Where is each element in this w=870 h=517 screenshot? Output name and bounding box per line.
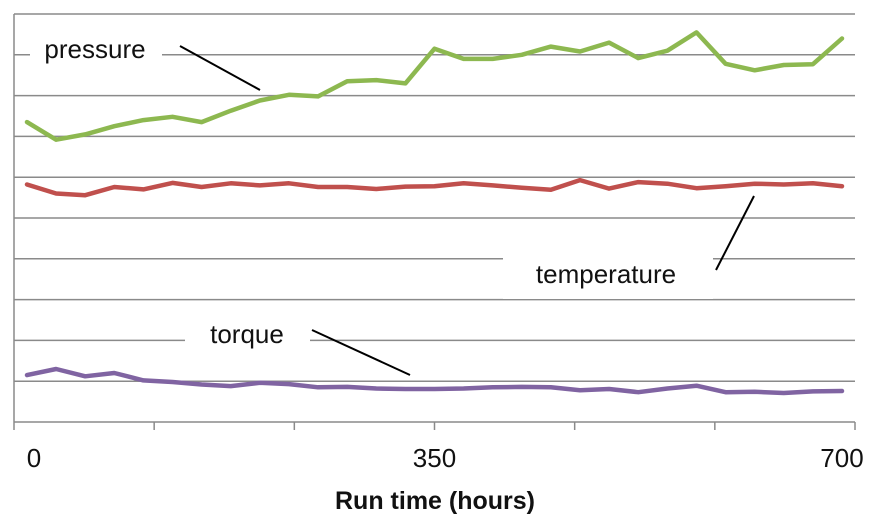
series-label-temperature: temperature [536, 259, 676, 289]
series-label-torque: torque [210, 319, 284, 349]
series-label-leader [715, 195, 755, 271]
series-line-temperature [24, 177, 845, 198]
series-labels: pressure temperature torque [30, 33, 755, 376]
series-line-pressure [24, 30, 845, 142]
gridlines [13, 13, 855, 422]
series-line-torque [24, 366, 845, 396]
series-label-background [503, 257, 713, 299]
series-lines [24, 30, 845, 396]
series-label-leader [179, 45, 261, 91]
series-label-pressure: pressure [44, 34, 145, 64]
x-axis-title: Run time (hours) [335, 487, 535, 515]
x-tick-label: 0 [27, 443, 41, 473]
x-tick-label: 700 [820, 443, 863, 473]
series-label-background [30, 33, 162, 67]
series-label-background [185, 318, 310, 356]
x-tick-label: 350 [413, 443, 456, 473]
series-label-leader [311, 329, 411, 376]
x-axis-ticks [13, 422, 856, 430]
x-tick-labels: 0 350 700 [27, 443, 864, 473]
